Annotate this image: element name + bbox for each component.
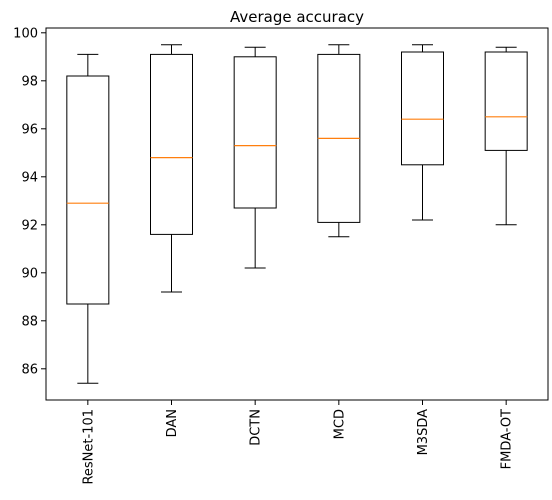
x-tick-label: DAN — [165, 409, 180, 437]
y-tick-label: 92 — [21, 218, 38, 233]
x-tick-label: MCD — [332, 409, 347, 439]
plot-area: 86 88 90 92 94 96 98 100 ResNet-101 DAN DCTN MCD M3S… — [13, 26, 528, 485]
chart-title: Average accuracy — [230, 8, 364, 26]
y-tick-label: 94 — [21, 170, 38, 185]
y-tick-label: 90 — [21, 266, 38, 281]
box-iqr — [233, 56, 277, 209]
box-iqr — [66, 75, 110, 305]
box-iqr — [150, 53, 193, 235]
y-tick-label: 100 — [13, 26, 38, 41]
x-tick-label: DCTN — [249, 409, 264, 446]
y-tick-label: 96 — [21, 122, 38, 137]
y-tick-label: 86 — [21, 362, 38, 377]
x-tick-label: M3SDA — [416, 409, 431, 456]
box-iqr — [401, 51, 444, 166]
box-iqr — [484, 51, 528, 151]
y-tick-label: 88 — [21, 314, 38, 329]
axes-frame — [45, 27, 549, 401]
x-tick-label: FMDA-OT — [500, 409, 515, 469]
y-tick-label: 98 — [21, 74, 38, 89]
x-tick-label: ResNet-101 — [81, 409, 96, 485]
